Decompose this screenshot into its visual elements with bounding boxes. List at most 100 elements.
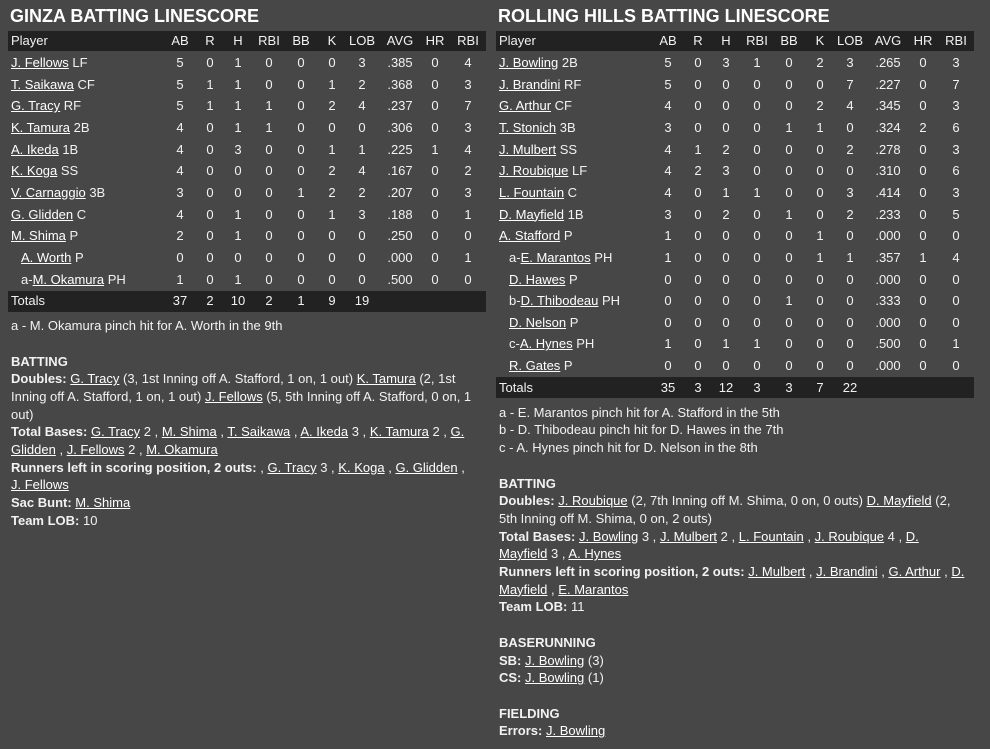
stat-text: , (220, 424, 224, 440)
player-link[interactable]: J. Bowling (578, 528, 639, 544)
player-link[interactable]: D. Mayfield (499, 206, 565, 222)
stat-cell: 1 (358, 141, 366, 157)
position: C (567, 184, 578, 200)
player-link[interactable]: G. Glidden (11, 424, 465, 458)
player-link[interactable]: K. Koga (338, 459, 385, 475)
stat-cell: 1 (234, 206, 242, 222)
stat-cell: 0 (265, 184, 273, 200)
player-link[interactable]: J. Fellows (66, 442, 125, 458)
position: P (74, 249, 84, 265)
player-link[interactable]: V. Carnaggio (11, 184, 86, 200)
stat-cell: 0 (753, 76, 761, 92)
player-link[interactable]: J. Fellows (11, 55, 69, 70)
stat-cell: 1 (722, 184, 730, 200)
stat-cell: 0 (358, 271, 366, 287)
stat-cell: 0 (464, 271, 472, 287)
player-link[interactable]: J. Fellows (204, 388, 263, 404)
player-link[interactable]: G. Tracy (11, 98, 61, 114)
player-link[interactable]: A. Stafford (499, 228, 561, 244)
player-link[interactable]: K. Tamura (11, 119, 71, 135)
player-link[interactable]: G. Tracy (90, 424, 141, 440)
total-cell: 12 (718, 379, 734, 395)
stat-cell: 3 (952, 98, 960, 114)
player-link[interactable]: J. Fellows (11, 477, 69, 493)
stat-cell: 0 (431, 55, 439, 70)
player-link[interactable]: E. Marantos (558, 581, 629, 597)
player-link[interactable]: J. Bowling (525, 652, 585, 668)
stat-cell: 0 (206, 119, 214, 135)
stats-section: FIELDING Errors: J. Bowling (499, 705, 965, 740)
player-link[interactable]: J. Roubique (499, 163, 569, 179)
player-link[interactable]: E. Marantos (520, 249, 591, 265)
player-link[interactable]: D. Mayfield (866, 493, 932, 509)
player-link[interactable]: M. Okamura (146, 442, 218, 458)
player-link[interactable]: J. Roubique (558, 493, 628, 509)
player-link[interactable]: G. Tracy (70, 371, 120, 387)
player-cell: J. Mulbert SS (499, 140, 577, 160)
player-link[interactable]: J. Mulbert (748, 564, 806, 580)
player-link[interactable]: J. Roubique (814, 528, 885, 544)
stat-cell: 0 (785, 163, 793, 179)
player-link[interactable]: J. Bowling (499, 55, 559, 70)
player-link[interactable]: K. Koga (11, 163, 58, 179)
player-link[interactable]: J. Mulbert (499, 141, 557, 157)
stat-cell: 2 (694, 163, 702, 179)
player-link[interactable]: L. Fountain (499, 184, 565, 200)
player-link[interactable]: A. Ikeda (11, 141, 59, 157)
player-link[interactable]: G. Arthur (888, 564, 941, 580)
player-link[interactable]: G. Tracy (267, 459, 317, 475)
stat-cell: 0 (431, 228, 439, 244)
player-link[interactable]: A. Ikeda (300, 424, 349, 440)
player-link[interactable]: M. Shima (11, 228, 66, 244)
position: 2B (73, 119, 90, 135)
player-link[interactable]: J. Bowling (545, 723, 606, 739)
player-link[interactable]: M. Shima (75, 495, 131, 511)
player-link[interactable]: D. Mayfield (499, 564, 965, 597)
player-link[interactable]: M. Okamura (32, 271, 105, 287)
player-link[interactable]: J. Bowling (525, 670, 585, 686)
player-link[interactable]: G. Glidden (11, 206, 74, 222)
player-link[interactable]: A. Hynes (568, 546, 622, 562)
stat-cell: 4 (176, 206, 184, 222)
player-cell: G. Tracy RF (11, 96, 81, 116)
player-link[interactable]: T. Saikawa (227, 424, 291, 440)
player-link[interactable]: L. Fountain (738, 528, 804, 544)
stat-cell: 0 (206, 163, 214, 179)
total-cell: 22 (842, 379, 858, 395)
player-link[interactable]: G. Arthur (499, 98, 552, 114)
stat-cell: 0 (694, 98, 702, 114)
player-link[interactable]: M. Shima (161, 424, 217, 440)
stat-cell: 1 (753, 184, 761, 200)
column-header: HR (425, 33, 445, 48)
player-link[interactable]: D. Thibodeau (520, 293, 599, 309)
player-link[interactable]: A. Worth (21, 249, 72, 265)
player-link[interactable]: D. Nelson (509, 314, 567, 330)
stat-cell: 0 (206, 206, 214, 222)
stat-line: Runners left in scoring position, 2 outs… (11, 459, 477, 494)
player-link[interactable]: J. Mulbert (659, 528, 718, 544)
player-link[interactable]: T. Saikawa (11, 76, 74, 92)
player-link[interactable]: D. Mayfield (499, 528, 919, 562)
player-cell: M. Shima P (11, 226, 78, 246)
stat-text: (3) (587, 652, 604, 668)
player-link[interactable]: J. Brandini (816, 564, 878, 580)
player-link[interactable]: D. Hawes (509, 271, 566, 287)
section-heading: BASERUNNING (499, 634, 596, 650)
stat-cell: 4 (664, 141, 672, 157)
stat-cell: 0 (816, 314, 824, 330)
player-link[interactable]: J. Brandini (499, 76, 561, 92)
player-link[interactable]: K. Tamura (356, 371, 416, 387)
player-link[interactable]: K. Tamura (369, 424, 429, 440)
position: P (563, 358, 573, 374)
stat-cell: 0 (753, 206, 761, 222)
stat-cell: 2 (919, 119, 927, 135)
player-link[interactable]: A. Hynes (519, 336, 573, 352)
stat-cell: 0 (846, 119, 854, 135)
player-link[interactable]: G. Glidden (395, 459, 458, 475)
stat-cell: 0 (297, 76, 305, 92)
player-link[interactable]: T. Stonich (499, 119, 557, 135)
stat-cell: 0 (919, 141, 927, 157)
column-header: Player (499, 33, 536, 48)
player-cell: b-D. Thibodeau PH (509, 291, 620, 311)
player-link[interactable]: R. Gates (509, 358, 561, 374)
